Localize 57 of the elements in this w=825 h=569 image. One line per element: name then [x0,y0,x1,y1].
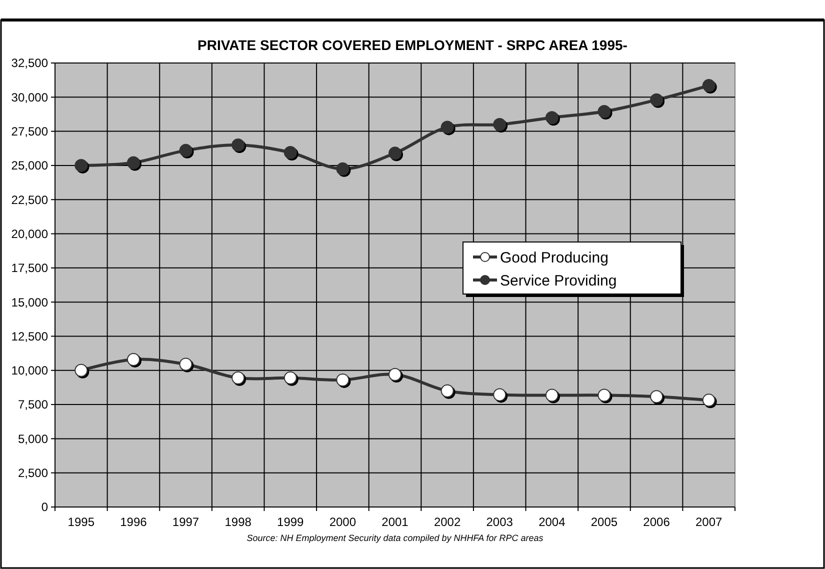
y-tick-label: 30,000 [11,90,48,104]
x-tick-label: 2003 [486,515,514,529]
point [598,388,611,402]
x-tick-label: 2002 [434,515,461,529]
point [388,368,402,381]
point [232,138,245,152]
point [493,118,506,131]
point [336,162,350,176]
point [336,373,350,386]
x-tick-label: 2004 [538,515,566,529]
y-tick-label: 15,000 [11,295,48,310]
point [179,358,192,371]
y-tick-label: 0 [41,500,48,514]
legend-label: Good Producing [500,249,608,266]
x-tick-label: 1996 [120,515,148,529]
y-tick-label: 7,500 [18,398,48,412]
y-tick-label: 20,000 [11,226,48,241]
legend-label: Service Providing [500,272,617,290]
point [440,120,454,134]
x-tick-label: 1999 [277,515,304,529]
point [440,384,454,398]
chart-title: PRIVATE SECTOR COVERED EMPLOYMENT - SRPC AREA 1995- [198,37,628,53]
point [650,390,664,404]
y-tick-label: 5,000 [18,432,48,446]
point [126,156,140,170]
y-tick-label: 10,000 [11,364,48,378]
point [284,371,297,384]
x-tick-label: 2000 [329,515,356,529]
x-tick-label: 1998 [224,515,252,529]
point [74,364,88,377]
point [545,388,558,402]
point [650,93,664,106]
point [545,111,558,124]
y-tick-label: 12,500 [11,329,48,344]
point [702,79,716,92]
x-tick-label: 1997 [172,515,200,529]
x-tick-label: 2006 [643,515,670,529]
y-tick-label: 17,500 [11,261,48,276]
y-tick-label: 32,500 [11,56,48,70]
x-tick-label: 2005 [590,515,618,529]
point [74,158,88,172]
x-tick-label: 2007 [695,515,723,529]
point [702,394,716,407]
x-tick-label: 1995 [68,515,95,529]
point [598,105,611,118]
point [126,352,140,366]
point [179,144,192,157]
x-tick-label: 2001 [382,515,409,529]
point [388,146,402,160]
y-tick-label: 22,500 [11,192,48,207]
point [232,371,245,384]
y-tick-label: 27,500 [11,124,48,139]
y-tick-label: 2,500 [18,466,48,480]
source-note: Source: NH Employment Security data compiled by NHHFA for RPC areas [246,533,544,543]
point [284,146,297,159]
y-tick-label: 25,000 [11,158,48,173]
point [493,388,506,402]
